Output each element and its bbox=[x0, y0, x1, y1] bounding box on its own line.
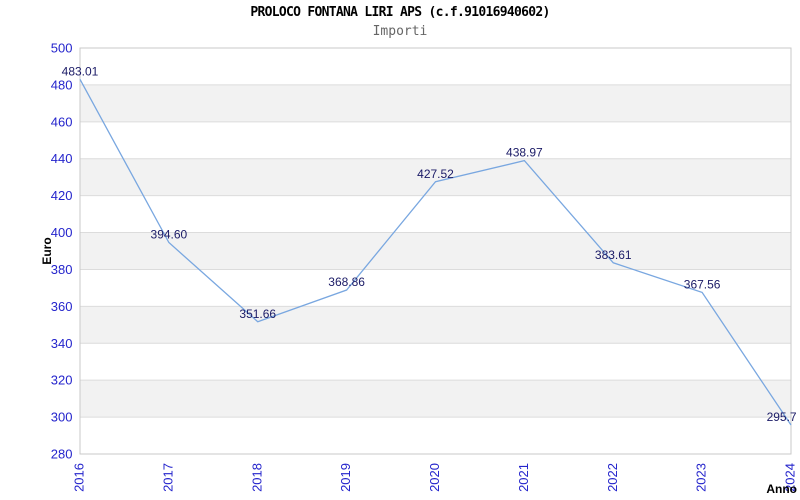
x-tick-label: 2016 bbox=[72, 463, 87, 492]
y-tick-label: 420 bbox=[51, 188, 73, 203]
grid-band bbox=[80, 306, 791, 344]
point-label: 295.7 bbox=[767, 410, 797, 424]
x-tick-label: 2023 bbox=[694, 463, 709, 492]
x-tick-label: 2018 bbox=[249, 463, 264, 492]
data-line-importi bbox=[79, 79, 792, 426]
y-tick-label: 380 bbox=[51, 262, 73, 277]
y-tick-label: 300 bbox=[51, 410, 73, 425]
x-tick-label: 2021 bbox=[516, 463, 531, 492]
y-tick-label: 280 bbox=[51, 447, 73, 462]
x-tick-label: 2020 bbox=[427, 463, 442, 492]
point-label: 383.61 bbox=[595, 248, 632, 262]
y-tick-label: 440 bbox=[51, 151, 73, 166]
grid-band bbox=[80, 232, 791, 270]
y-tick-label: 500 bbox=[51, 41, 73, 56]
point-label: 368.86 bbox=[328, 275, 365, 289]
grid-band bbox=[80, 380, 791, 418]
x-axis-title: Anno bbox=[766, 482, 797, 496]
point-label: 438.97 bbox=[506, 146, 543, 160]
point-label: 483.01 bbox=[62, 64, 99, 78]
x-tick-label: 2024 bbox=[783, 463, 798, 492]
x-tick-label: 2019 bbox=[338, 463, 353, 492]
grid-band bbox=[80, 84, 791, 122]
y-tick-label: 320 bbox=[51, 373, 73, 388]
chart-subtitle: Importi bbox=[372, 24, 428, 39]
y-tick-label: 400 bbox=[51, 225, 73, 240]
point-label: 367.56 bbox=[684, 277, 721, 291]
y-tick-label: 480 bbox=[51, 77, 73, 92]
y-axis-title: Euro bbox=[40, 237, 54, 264]
point-label: 394.60 bbox=[151, 228, 188, 242]
y-tick-label: 460 bbox=[51, 114, 73, 129]
x-tick-label: 2017 bbox=[160, 463, 175, 492]
y-tick-label: 360 bbox=[51, 299, 73, 314]
point-label: 351.66 bbox=[239, 307, 276, 321]
point-label: 427.52 bbox=[417, 167, 454, 181]
y-tick-label: 340 bbox=[51, 336, 73, 351]
x-tick-label: 2022 bbox=[605, 463, 620, 492]
grid-band bbox=[80, 158, 791, 196]
chart-title: PROLOCO FONTANA LIRI APS (c.f.9101694060… bbox=[250, 5, 550, 20]
plot-border bbox=[79, 47, 792, 455]
